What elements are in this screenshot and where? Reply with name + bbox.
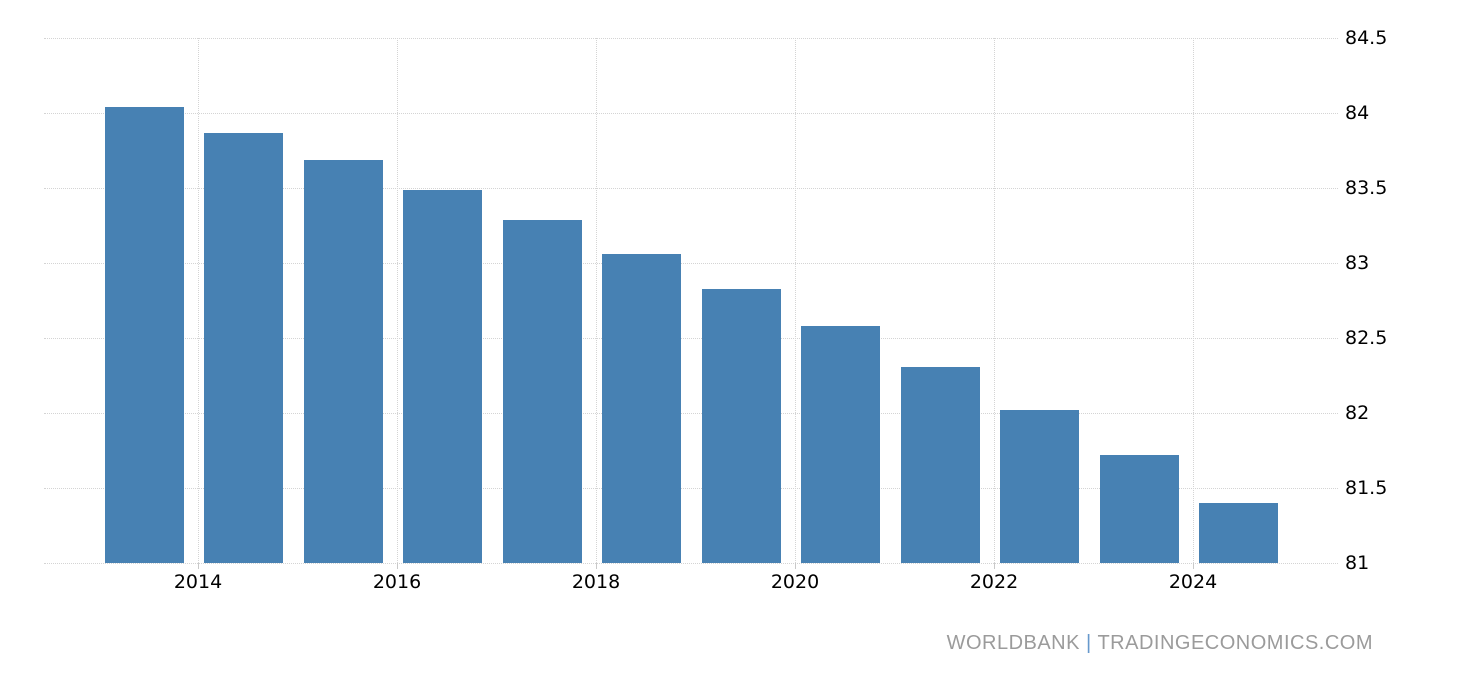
h-gridline: [44, 188, 1338, 189]
watermark-site: TRADINGECONOMICS.COM: [1097, 632, 1373, 654]
h-gridline: [44, 338, 1338, 339]
x-axis-label: 2018: [571, 571, 621, 593]
x-axis-label: 2024: [1168, 571, 1218, 593]
x-axis-tick: [795, 563, 796, 569]
bar-2022[interactable]: [1000, 410, 1079, 563]
x-axis-label: 2014: [173, 571, 223, 593]
h-gridline: [44, 413, 1338, 414]
bar-2013[interactable]: [104, 107, 184, 563]
h-gridline: [44, 113, 1338, 114]
v-gridline: [1193, 38, 1194, 563]
bar-2014[interactable]: [204, 132, 283, 563]
bar-2024[interactable]: [1199, 503, 1278, 563]
y-axis-label: 83.5: [1345, 177, 1388, 199]
bar-2016[interactable]: [403, 189, 482, 563]
h-gridline: [44, 38, 1338, 39]
x-axis-label: 2016: [372, 571, 422, 593]
h-gridline: [44, 263, 1338, 264]
bar-2021[interactable]: [900, 366, 980, 563]
x-axis-label: 2020: [770, 571, 820, 593]
plot-area: [44, 38, 1338, 564]
x-axis-tick: [596, 563, 597, 569]
watermark-separator: |: [1086, 632, 1092, 654]
y-axis-label: 81: [1345, 552, 1370, 574]
watermark: WORLDBANK | TRADINGECONOMICS.COM: [947, 632, 1373, 655]
v-gridline: [397, 38, 398, 563]
y-axis-label: 82.5: [1345, 327, 1388, 349]
bar-2019[interactable]: [701, 288, 781, 563]
watermark-source: WORLDBANK: [946, 632, 1080, 654]
h-gridline: [44, 563, 1338, 564]
bar-2017[interactable]: [502, 219, 582, 563]
x-axis-tick: [198, 563, 199, 569]
bar-2020[interactable]: [801, 326, 880, 563]
v-gridline: [795, 38, 796, 563]
y-axis-label: 84.5: [1345, 27, 1388, 49]
y-axis-label: 84: [1345, 102, 1370, 124]
y-axis-label: 82: [1345, 402, 1370, 424]
x-axis-tick: [994, 563, 995, 569]
h-gridline: [44, 488, 1338, 489]
y-axis-label: 83: [1345, 252, 1370, 274]
x-axis-tick: [397, 563, 398, 569]
v-gridline: [994, 38, 995, 563]
x-axis-tick: [1193, 563, 1194, 569]
y-axis-label: 81.5: [1345, 477, 1388, 499]
bar-2015[interactable]: [303, 159, 383, 563]
bar-2023[interactable]: [1099, 455, 1179, 563]
v-gridline: [198, 38, 199, 563]
bar-2018[interactable]: [602, 254, 681, 563]
x-axis-label: 2022: [969, 571, 1019, 593]
v-gridline: [596, 38, 597, 563]
